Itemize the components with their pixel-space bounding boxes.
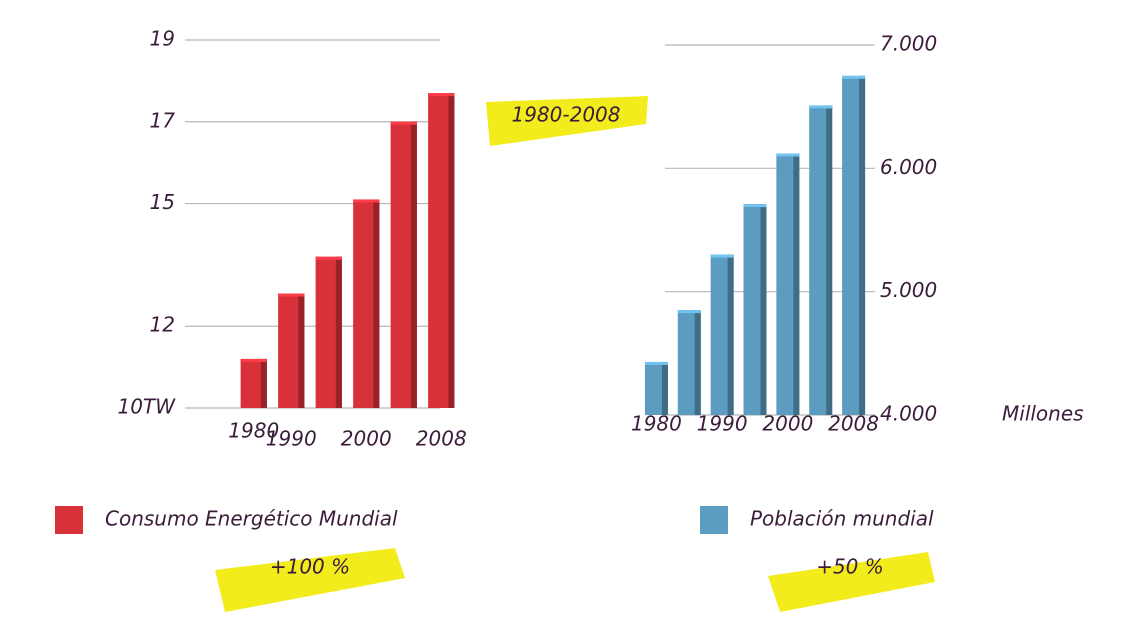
- y-axis-label: Millones: [1002, 402, 1084, 426]
- bar-face: [677, 310, 701, 314]
- y-tick-label: 7.000: [880, 32, 937, 56]
- bar-face: [809, 105, 833, 109]
- bar: [842, 75, 866, 415]
- x-tick-label: 1980: [631, 412, 682, 436]
- y-tick-label: 10TW: [118, 395, 177, 419]
- annotation: +100 %: [270, 555, 350, 579]
- bar-face: [448, 93, 455, 409]
- bar-face: [373, 199, 380, 408]
- legend-label: Consumo Energético Mundial: [105, 507, 398, 531]
- bar-face: [842, 75, 866, 79]
- bar: [743, 204, 767, 415]
- bar-face: [410, 121, 417, 409]
- bar-face: [390, 121, 417, 125]
- y-tick-label: 12: [150, 313, 175, 337]
- bar-face: [260, 358, 267, 408]
- period: 1980-2008: [511, 103, 620, 127]
- x-tick-label: 2000: [762, 412, 813, 436]
- highlight: [768, 552, 935, 612]
- x-tick-label: 1990: [697, 412, 748, 436]
- bar: [710, 254, 734, 415]
- bar: [315, 256, 342, 408]
- bar: [776, 153, 800, 416]
- bar-face: [760, 204, 767, 415]
- x-tick-label: 1980: [228, 419, 279, 443]
- highlight: [215, 548, 405, 612]
- bar-face: [298, 293, 305, 408]
- bar: [353, 199, 380, 408]
- bar: [809, 105, 833, 415]
- bar-face: [240, 358, 267, 362]
- bar-face: [710, 254, 734, 258]
- y-tick-label: 15: [150, 190, 175, 214]
- y-tick-label: 6.000: [880, 155, 937, 179]
- bar-face: [727, 254, 734, 415]
- x-tick-label: 2008: [828, 412, 879, 436]
- bar-face: [644, 361, 668, 365]
- y-tick-label: 17: [150, 108, 176, 132]
- bar: [390, 121, 417, 409]
- y-tick-label: 19: [150, 27, 175, 51]
- legend-swatch: [700, 506, 728, 534]
- bar-face: [661, 361, 668, 415]
- bar: [278, 293, 305, 408]
- bar: [240, 358, 267, 408]
- bar: [644, 361, 668, 415]
- bar: [677, 310, 701, 415]
- x-tick-label: 2000: [341, 427, 392, 451]
- x-tick-label: 1990: [266, 427, 317, 451]
- bar-face: [428, 93, 455, 97]
- annotation: +50 %: [816, 555, 884, 579]
- bar-face: [353, 199, 380, 203]
- legend-label: Población mundial: [750, 507, 934, 531]
- bar-face: [793, 153, 800, 416]
- x-tick-label: 2008: [416, 427, 467, 451]
- y-tick-label: 5.000: [880, 278, 937, 302]
- bar-face: [315, 256, 342, 260]
- bar-face: [694, 310, 701, 415]
- highlight: [486, 96, 648, 146]
- y-tick-label: 4.000: [880, 402, 937, 426]
- bar-face: [278, 293, 305, 297]
- bar-face: [335, 256, 342, 408]
- bar: [428, 93, 455, 409]
- bar-face: [776, 153, 800, 157]
- bar-face: [743, 204, 767, 208]
- bar-face: [859, 75, 866, 415]
- bar-face: [826, 105, 833, 415]
- legend-swatch: [55, 506, 83, 534]
